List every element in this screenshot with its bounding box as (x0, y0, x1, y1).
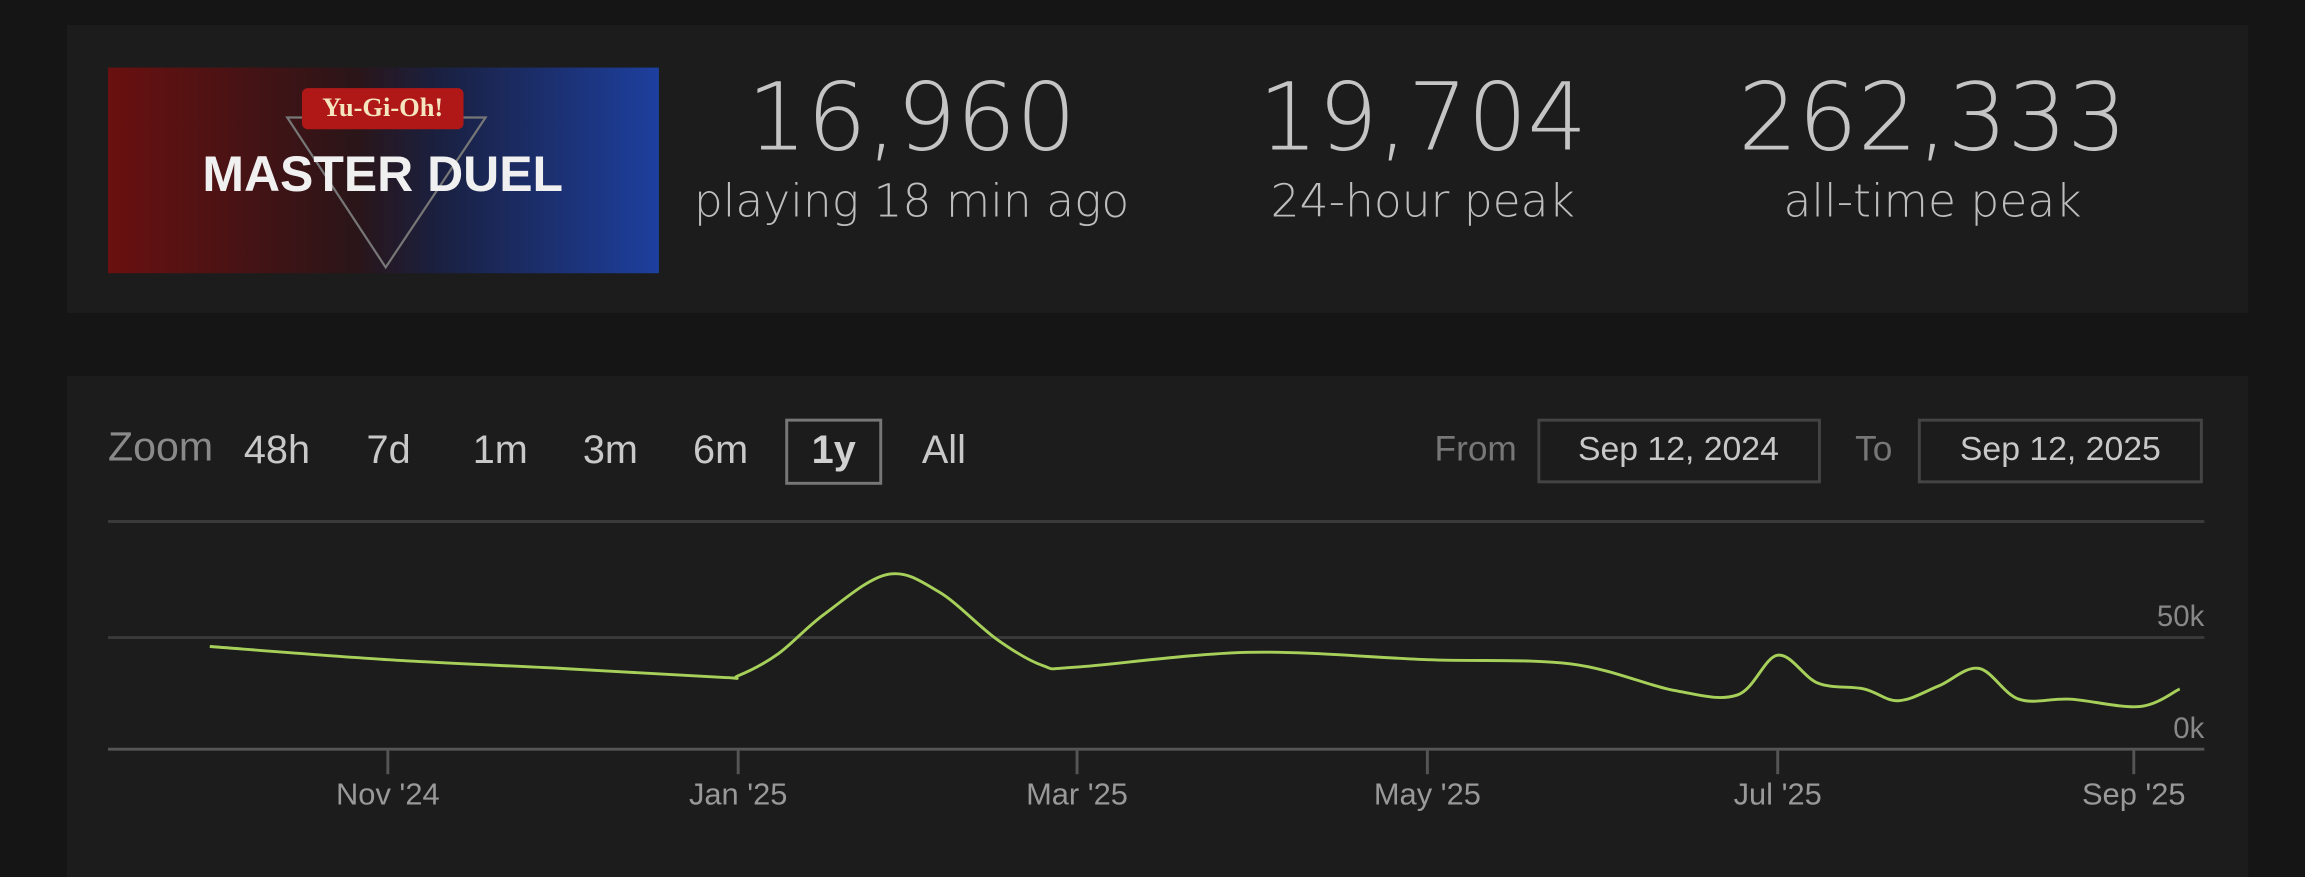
zoom-active-box (785, 418, 883, 485)
from-input[interactable] (1537, 418, 1821, 484)
stat-label: all-time peak (1784, 175, 2082, 228)
zoom-label: Zoom (108, 423, 213, 469)
x-tick-label: Jul '25 (1734, 776, 1822, 811)
stat-value: 16,960 (747, 63, 1076, 172)
zoom-button[interactable]: 48h (244, 428, 310, 472)
logo-top: Yu-Gi-Oh! (322, 92, 443, 122)
x-tick-label: Sep '25 (2082, 776, 2186, 811)
zoom-button[interactable]: 3m (583, 428, 638, 472)
stat-label: playing 18 min ago (694, 175, 1129, 228)
stat-value: 19,704 (1258, 63, 1587, 172)
chart-panel (66, 376, 2249, 877)
y-tick-label: 50k (2157, 600, 2205, 633)
from-date[interactable]: Sep 12, 2024 (1578, 430, 1779, 468)
stat-value: 262,333 (1738, 63, 2127, 172)
zoom-button[interactable]: All (922, 428, 966, 472)
stat-label: 24-hour peak (1271, 175, 1575, 228)
to-date[interactable]: Sep 12, 2025 (1960, 430, 2161, 468)
player-line (209, 572, 2181, 709)
chart: 0k 50k Nov '24 Jan '25 Mar '25 May '25 Jul '25… (108, 572, 2205, 811)
controls: Zoom 48h 7d 1m 3m 6m 1y All From Sep 12, 2024 To Se… (108, 418, 2203, 485)
from-label: From (1435, 429, 1517, 468)
logo-title: MASTER DUEL (202, 146, 563, 202)
x-tick-label: May '25 (1374, 776, 1481, 811)
to-label: To (1855, 429, 1892, 468)
zoom-button[interactable]: 1m (473, 428, 528, 472)
logo-badge (301, 88, 464, 130)
zoom-button[interactable]: 7d (367, 428, 411, 472)
x-tick-label: Jan '25 (689, 776, 787, 811)
to-input[interactable] (1917, 418, 2203, 484)
x-tick-label: Mar '25 (1026, 776, 1128, 811)
x-tick-label: Nov '24 (336, 776, 440, 811)
zoom-button[interactable]: 1y (812, 428, 856, 472)
y-tick-label: 0k (2173, 712, 2204, 745)
zoom-button[interactable]: 6m (693, 428, 748, 472)
